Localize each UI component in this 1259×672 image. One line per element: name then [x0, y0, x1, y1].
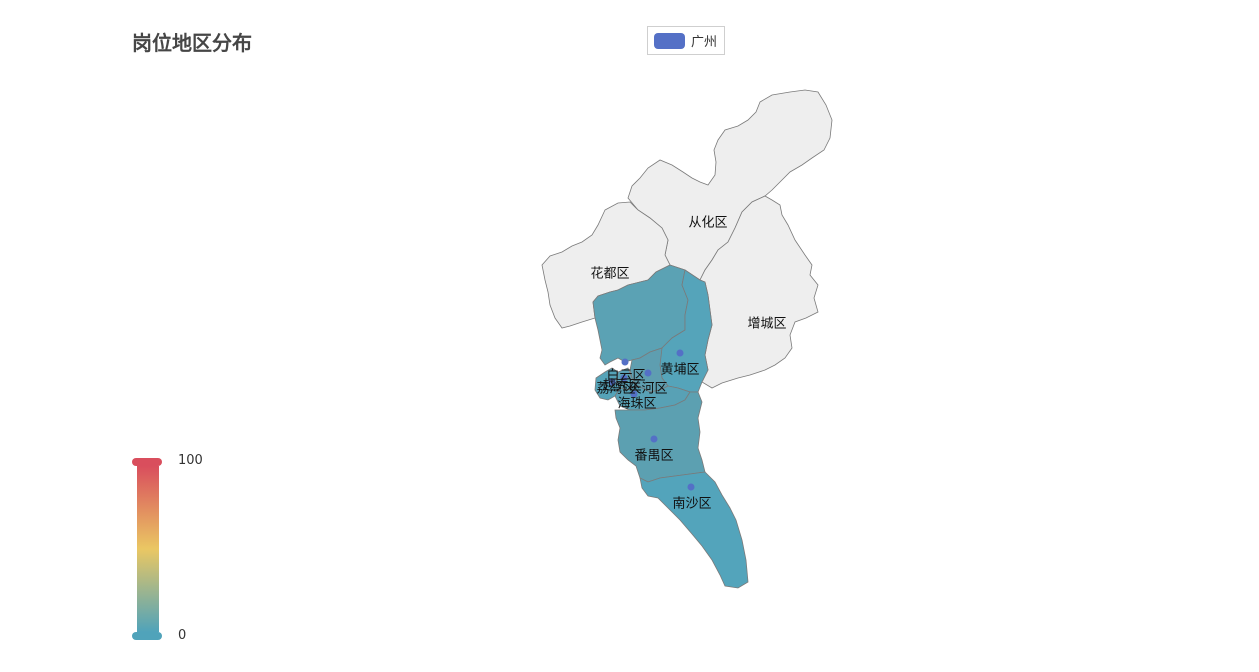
district-panyu[interactable] — [614, 391, 706, 483]
legend-item-guangzhou[interactable]: 广州 — [647, 26, 725, 55]
label-haizhu: 海珠区 — [617, 397, 656, 412]
legend-label: 广州 — [691, 35, 718, 50]
district-labels-layer: 从化区 花都区 增城区 黄埔区 白云区 天河区 荔湾区 越秀区 海珠区 番禺区 … — [590, 216, 786, 512]
visual-map-min-handle[interactable] — [132, 632, 162, 640]
district-point[interactable] — [621, 358, 629, 366]
label-huadu: 花都区 — [590, 266, 629, 282]
legend-swatch — [654, 32, 685, 49]
label-huangpu: 黄埔区 — [660, 363, 699, 378]
label-tianhe: 天河区 — [628, 382, 667, 397]
district-points-layer — [608, 349, 695, 491]
districts-layer — [541, 89, 833, 589]
visual-map-max-handle[interactable] — [132, 458, 162, 466]
label-conghua: 从化区 — [688, 216, 727, 231]
visual-map-bar — [137, 466, 159, 632]
visual-map-max-label: 100 — [178, 453, 203, 468]
visual-map — [132, 458, 162, 640]
label-baiyun: 白云区 — [606, 368, 645, 384]
label-panyu: 番禺区 — [634, 449, 673, 464]
label-liwan: 荔湾区 — [596, 381, 635, 397]
label-nansha: 南沙区 — [672, 496, 711, 512]
label-yuexiu: 越秀区 — [602, 379, 641, 394]
label-zengcheng: 增城区 — [747, 317, 786, 332]
district-point[interactable] — [630, 390, 638, 398]
district-nansha[interactable] — [639, 471, 749, 589]
district-point[interactable] — [608, 378, 616, 386]
district-point[interactable] — [650, 435, 658, 443]
visual-map-min-label: 0 — [178, 628, 187, 643]
district-point[interactable] — [687, 483, 695, 491]
district-point[interactable] — [620, 374, 628, 382]
district-point[interactable] — [676, 349, 684, 357]
district-point[interactable] — [644, 369, 652, 377]
chart-title: 岗位地区分布 — [132, 31, 252, 55]
